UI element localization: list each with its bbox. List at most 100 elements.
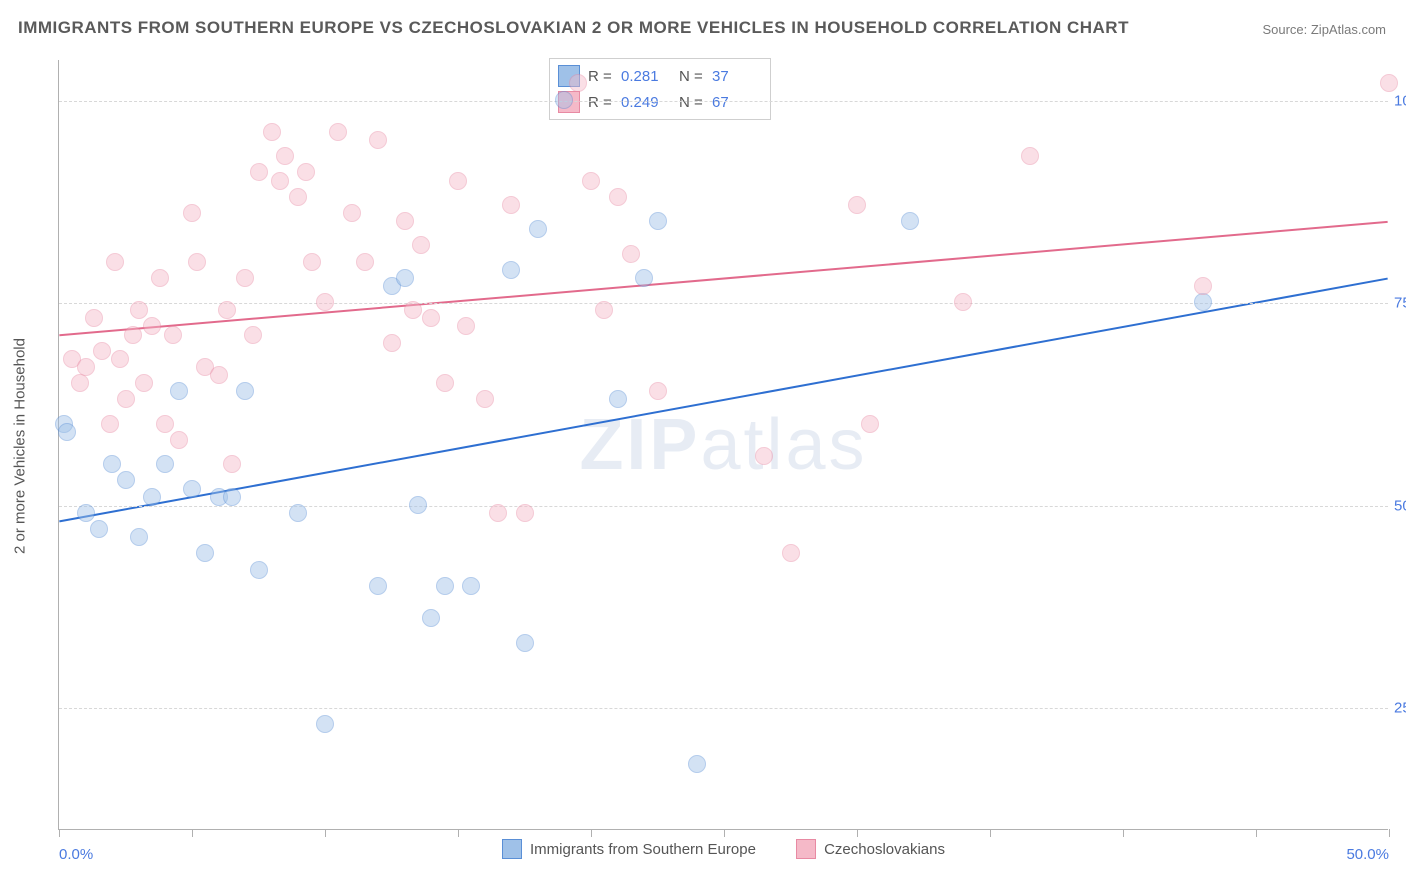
data-point [356, 253, 374, 271]
x-tick [724, 829, 725, 837]
data-point [58, 423, 76, 441]
data-point [106, 253, 124, 271]
data-point [755, 447, 773, 465]
data-point [396, 212, 414, 230]
data-point [143, 317, 161, 335]
data-point [77, 358, 95, 376]
data-point [555, 91, 573, 109]
data-point [236, 269, 254, 287]
data-point [170, 382, 188, 400]
legend-bottom-swatch-1 [502, 839, 522, 859]
data-point [316, 293, 334, 311]
data-point [143, 488, 161, 506]
data-point [1194, 277, 1212, 295]
x-tick [990, 829, 991, 837]
data-point [396, 269, 414, 287]
data-point [609, 188, 627, 206]
data-point [236, 382, 254, 400]
data-point [582, 172, 600, 190]
data-point [422, 309, 440, 327]
grid-line [59, 303, 1388, 304]
legend-item-2: Czechoslovakians [796, 839, 945, 859]
data-point [244, 326, 262, 344]
data-point [164, 326, 182, 344]
data-point [369, 577, 387, 595]
data-point [297, 163, 315, 181]
data-point [861, 415, 879, 433]
data-point [103, 455, 121, 473]
data-point [369, 131, 387, 149]
data-point [449, 172, 467, 190]
data-point [569, 74, 587, 92]
data-point [170, 431, 188, 449]
data-point [117, 390, 135, 408]
data-point [1380, 74, 1398, 92]
data-point [151, 269, 169, 287]
x-tick-label: 50.0% [1346, 846, 1389, 863]
watermark: ZIPatlas [579, 404, 867, 486]
legend-bottom-swatch-2 [796, 839, 816, 859]
data-point [649, 382, 667, 400]
legend-row-2: R = 0.249 N = 67 [558, 89, 762, 115]
data-point [502, 261, 520, 279]
data-point [476, 390, 494, 408]
data-point [782, 544, 800, 562]
data-point [502, 196, 520, 214]
watermark-bold: ZIP [579, 405, 700, 485]
data-point [111, 350, 129, 368]
x-tick [59, 829, 60, 837]
data-point [462, 577, 480, 595]
y-axis-label: 2 or more Vehicles in Household [12, 338, 29, 554]
data-point [135, 374, 153, 392]
grid-line [59, 101, 1388, 102]
r-label-1: R = [588, 68, 613, 85]
data-point [412, 236, 430, 254]
data-point [223, 488, 241, 506]
x-tick [857, 829, 858, 837]
x-tick [458, 829, 459, 837]
data-point [457, 317, 475, 335]
data-point [436, 577, 454, 595]
x-tick [1389, 829, 1390, 837]
data-point [609, 390, 627, 408]
data-point [649, 212, 667, 230]
data-point [117, 471, 135, 489]
data-point [516, 504, 534, 522]
r-value-2: 0.249 [621, 94, 671, 111]
legend-bottom-label-1: Immigrants from Southern Europe [530, 841, 756, 858]
trend-line [59, 222, 1387, 335]
n-label-2: N = [679, 94, 704, 111]
data-point [101, 415, 119, 433]
data-point [289, 504, 307, 522]
data-point [77, 504, 95, 522]
data-point [289, 188, 307, 206]
grid-line [59, 708, 1388, 709]
data-point [130, 528, 148, 546]
legend-bottom-label-2: Czechoslovakians [824, 841, 945, 858]
data-point [71, 374, 89, 392]
x-tick [591, 829, 592, 837]
data-point [218, 301, 236, 319]
n-value-1: 37 [712, 68, 762, 85]
data-point [404, 301, 422, 319]
data-point [529, 220, 547, 238]
data-point [635, 269, 653, 287]
data-point [316, 715, 334, 733]
data-point [489, 504, 507, 522]
data-point [409, 496, 427, 514]
data-point [183, 480, 201, 498]
source-label: Source: ZipAtlas.com [1262, 22, 1386, 37]
data-point [343, 204, 361, 222]
data-point [250, 561, 268, 579]
y-tick-label: 75.0% [1394, 295, 1406, 312]
r-label-2: R = [588, 94, 613, 111]
data-point [85, 309, 103, 327]
data-point [303, 253, 321, 271]
data-point [156, 415, 174, 433]
watermark-light: atlas [700, 405, 867, 485]
legend-series: Immigrants from Southern Europe Czechosl… [59, 839, 1388, 863]
r-value-1: 0.281 [621, 68, 671, 85]
x-tick [192, 829, 193, 837]
x-tick [325, 829, 326, 837]
scatter-plot: ZIPatlas R = 0.281 N = 37 R = 0.249 N = … [58, 60, 1388, 830]
